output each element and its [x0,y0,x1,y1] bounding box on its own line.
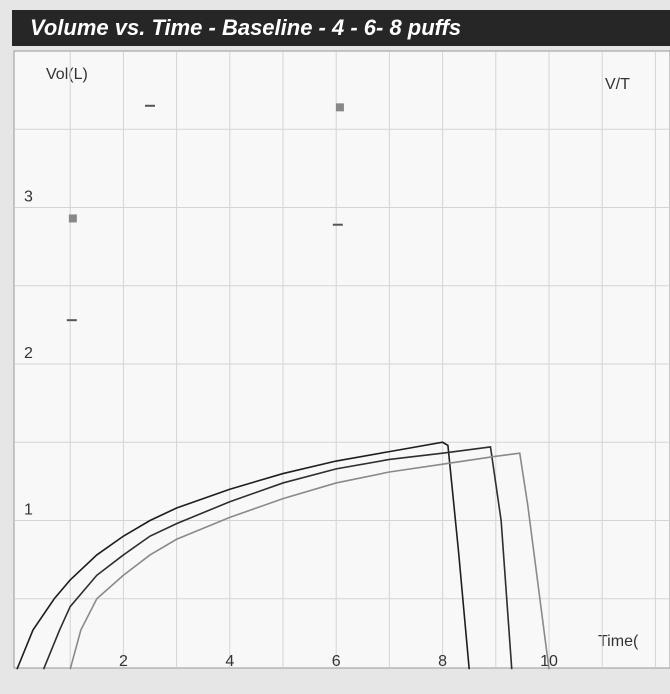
plot-area [13,50,670,669]
marker-square [68,214,77,223]
chart-title: Volume vs. Time - Baseline - 4 - 6- 8 pu… [30,15,461,40]
x-tick-label: 4 [225,653,234,670]
series-line [42,446,513,670]
series-line [16,441,470,670]
y-axis-label: Vol(L) [46,66,88,83]
x-tick-label: 10 [540,653,558,670]
marker-square [335,103,344,112]
y-tick-label: 3 [24,189,33,206]
x-tick-label: 2 [119,653,128,670]
x-axis-label: Time( [598,633,639,650]
y-tick-label: 1 [24,502,33,519]
corner-label: V/T [605,76,630,93]
title-bar [12,10,670,46]
x-tick-label: 6 [332,653,341,670]
series-line [69,452,550,670]
x-tick-label: 8 [438,653,447,670]
y-tick-label: 2 [24,345,33,362]
